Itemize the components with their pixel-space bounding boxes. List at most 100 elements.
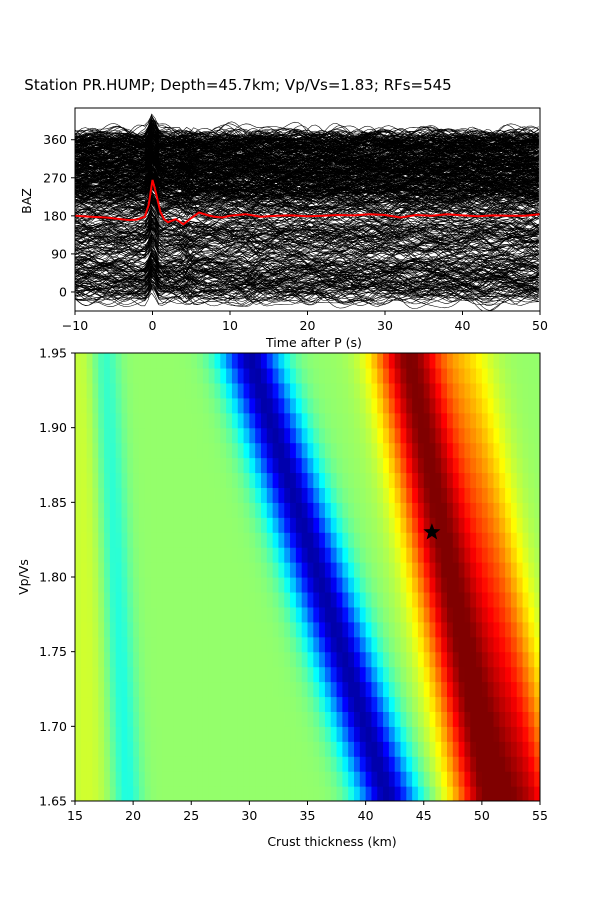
heatmap-cell [255,457,262,474]
heatmap-cell [104,771,111,787]
heatmap-cell [156,786,163,801]
heatmap-cell [295,786,303,801]
heatmap-cell [266,666,274,683]
heatmap-cell [255,577,262,593]
heatmap-cell [464,651,471,668]
heatmap-cell [92,547,99,563]
heatmap-cell [458,397,466,414]
heatmap-cell [243,517,250,533]
rf-trace [75,269,539,298]
heatmap-cell [319,711,326,727]
heatmap-cell [197,786,204,801]
heatmap-cell [208,427,216,444]
heatmap-cell [493,636,500,653]
bottom-y-tick-label: 1.65 [39,794,67,809]
heatmap-cell [290,367,297,384]
heatmap-cell [249,457,256,474]
heatmap-cell [313,786,320,801]
heatmap-cell [365,741,373,757]
heatmap-cell [394,502,402,518]
heatmap-cell [377,547,384,563]
heatmap-cell [214,442,221,459]
heatmap-cell [423,741,431,757]
heatmap-cell [115,457,123,474]
heatmap-cell [319,577,326,593]
heatmap-cell [510,606,518,623]
heatmap-cell [121,741,128,757]
bottom-x-axis-label: Crust thickness (km) [267,834,396,849]
heatmap-cell [243,606,250,623]
heatmap-cell [487,621,495,638]
heatmap-cell [458,741,466,757]
heatmap-cell [365,397,373,414]
heatmap-cell [470,472,477,488]
heatmap-cell [301,353,309,369]
heatmap-cell [133,606,140,623]
heatmap-cell [412,427,419,444]
heatmap-cell [388,756,396,772]
heatmap-cell [354,741,361,757]
heatmap-cell [505,577,512,593]
heatmap-cell [249,442,256,459]
heatmap-cell [104,636,111,653]
heatmap-cell [295,502,303,518]
heatmap-cell [493,756,500,772]
heatmap-cell [400,651,407,668]
heatmap-cell [237,562,245,578]
heatmap-cell [272,367,280,384]
heatmap-cell [516,517,524,533]
heatmap-cell [499,562,506,578]
heatmap-cell [371,367,378,384]
heatmap-cell [319,397,326,414]
heatmap-cell [220,741,227,757]
heatmap-cell [493,353,500,369]
heatmap-cell [191,681,198,698]
heatmap-cell [109,502,117,518]
heatmap-cell [319,741,326,757]
heatmap-cell [92,412,99,429]
heatmap-cell [354,591,361,608]
heatmap-cell [470,771,477,787]
heatmap-cell [441,681,448,698]
heatmap-cell [447,591,454,608]
heatmap-cell [423,517,431,533]
heatmap-cell [313,412,320,429]
heatmap-cell [528,636,535,653]
heatmap-cell [377,457,384,474]
heatmap-cell [406,681,413,698]
heatmap-cell [487,651,495,668]
heatmap-cell [261,681,268,698]
heatmap-cell [365,532,373,548]
heatmap-cell [458,353,466,369]
heatmap-cell [266,711,274,727]
heatmap-cell [115,696,123,712]
heatmap-cell [156,636,163,653]
heatmap-cell [417,532,425,548]
heatmap-cell [383,517,390,533]
heatmap-cell [295,412,303,429]
heatmap-cell [92,532,99,548]
heatmap-cell [127,651,134,668]
heatmap-cell [138,577,146,593]
heatmap-cell [144,457,152,474]
heatmap-cell [121,726,128,742]
heatmap-cell [266,457,274,474]
heatmap-cell [98,517,105,533]
heatmap-cell [528,726,535,742]
heatmap-cell [104,382,111,399]
heatmap-cell [406,457,413,474]
heatmap-cell [354,726,361,742]
heatmap-cell [168,353,175,369]
heatmap-cell [237,591,245,608]
heatmap-cell [313,517,320,533]
heatmap-cell [202,547,210,563]
heatmap-cell [231,726,239,742]
heatmap-cell [400,487,407,503]
heatmap-cell [499,442,506,459]
heatmap-cell [388,367,396,384]
heatmap-cell [336,367,343,384]
heatmap-cell [214,681,221,698]
heatmap-cell [342,681,349,698]
heatmap-cell [92,591,99,608]
heatmap-cell [313,681,320,698]
